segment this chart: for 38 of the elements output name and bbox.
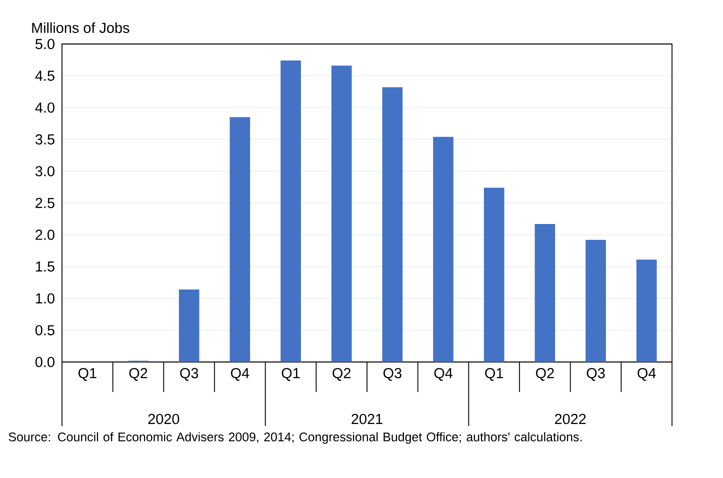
bar	[433, 136, 454, 362]
bar	[382, 87, 403, 362]
y-tick-label: 5.0	[35, 38, 54, 50]
y-tick-label: 3.5	[35, 134, 54, 145]
y-tick-label: 1.5	[36, 262, 54, 272]
text: 2021	[352, 414, 382, 424]
y-tick-label: 1.0	[36, 293, 54, 304]
bar	[636, 260, 657, 362]
bar	[331, 66, 352, 362]
y-tick-label: 0.0	[35, 356, 54, 368]
y-tick-label: 3.0	[35, 166, 54, 176]
x-tick-label: Q2	[332, 368, 351, 381]
x-tick-label: Q1	[282, 368, 300, 381]
y-tick-label: 0.5	[35, 325, 54, 336]
source-note: Source: Council of Economic Advisers 2009, 2014; Congressional Budget Office; authors' calculations.	[8, 432, 582, 444]
text: 2020	[148, 414, 180, 424]
bar	[534, 224, 556, 362]
y-axis-title: Millions of Jobs	[32, 22, 130, 33]
bar	[484, 188, 504, 362]
bar	[586, 240, 606, 362]
text: 2022	[555, 414, 586, 424]
x-tick-label: Q3	[586, 368, 605, 381]
x-tick-label: Q2	[536, 368, 554, 381]
x-tick-label: Q3	[180, 368, 198, 381]
y-tick-label: 4.0	[35, 102, 54, 113]
x-tick-label: Q3	[383, 368, 402, 381]
bar	[280, 60, 301, 362]
y-tick-label: 2.5	[36, 198, 54, 208]
bar	[178, 289, 200, 362]
y-tick-label: 2.0	[36, 230, 54, 240]
y-tick-label: 4.5	[35, 70, 54, 81]
x-tick-label: Q4	[434, 368, 452, 381]
x-tick-label: Q2	[129, 368, 148, 381]
x-tick-label: Q1	[485, 368, 504, 381]
x-tick-label: Q1	[78, 368, 96, 381]
bar	[230, 117, 250, 362]
x-tick-label: Q4	[638, 368, 656, 381]
x-tick-label: Q4	[230, 368, 250, 381]
